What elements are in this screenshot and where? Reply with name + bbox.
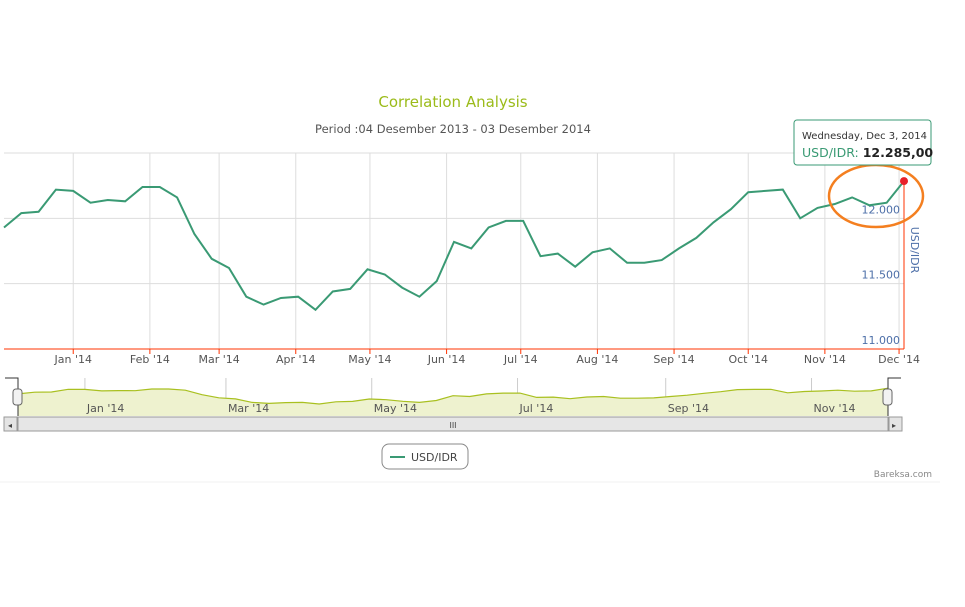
navigator-tick-label: Mar '14 bbox=[228, 402, 269, 415]
hover-point[interactable] bbox=[900, 177, 908, 186]
navigator-handle-right[interactable] bbox=[882, 388, 893, 406]
y-axis: 11.000 11.500 12.000 bbox=[862, 203, 901, 347]
x-tick-label: Jun '14 bbox=[427, 353, 466, 366]
y-tick-label: 11.500 bbox=[862, 269, 901, 282]
scrollbar-grip-icon: III bbox=[449, 421, 456, 430]
y-axis-title: USD/IDR bbox=[908, 227, 921, 274]
scroll-left-button[interactable] bbox=[3, 416, 18, 432]
navigator-handle-left[interactable] bbox=[12, 388, 23, 406]
x-tick-label: Dec '14 bbox=[878, 353, 920, 366]
scroll-right-arrow-icon: ▸ bbox=[892, 421, 896, 430]
navigator-tick-label: Nov '14 bbox=[814, 402, 856, 415]
x-tick-label: Nov '14 bbox=[804, 353, 846, 366]
x-tick-label: Mar '14 bbox=[198, 353, 239, 366]
scrollbar[interactable]: ◂ III ▸ bbox=[3, 416, 903, 432]
legend-label: USD/IDR bbox=[411, 451, 458, 464]
navigator-tick-label: Sep '14 bbox=[668, 402, 709, 415]
x-tick-label: Jan '14 bbox=[53, 353, 91, 366]
x-tick-label: Sep '14 bbox=[653, 353, 694, 366]
svg-text:USD/IDR: 12.285,00: USD/IDR: 12.285,00 bbox=[802, 145, 933, 160]
scroll-left-arrow-icon: ◂ bbox=[8, 421, 12, 430]
navigator[interactable]: Jan '14 Mar '14 May '14 Jul '14 Sep '14 Nov '… bbox=[5, 377, 901, 416]
navigator-tick-label: May '14 bbox=[374, 402, 417, 415]
x-tick-label: Oct '14 bbox=[728, 353, 768, 366]
navigator-tick-label: Jan '14 bbox=[86, 402, 124, 415]
scroll-right-button[interactable] bbox=[888, 416, 903, 432]
credits-link[interactable]: Bareksa.com bbox=[874, 470, 932, 480]
legend-item-usd-idr[interactable]: USD/IDR bbox=[381, 443, 469, 470]
tooltip-date: Wednesday, Dec 3, 2014 bbox=[802, 131, 927, 142]
tooltip: Wednesday, Dec 3, 2014 USD/IDR: 12.285,0… bbox=[793, 119, 933, 166]
navigator-area bbox=[18, 388, 888, 416]
navigator-line bbox=[17, 387, 889, 405]
y-tick-label: 12.000 bbox=[862, 203, 901, 216]
highlight-ellipse bbox=[827, 163, 925, 229]
tooltip-value: 12.285,00 bbox=[863, 145, 934, 160]
grid bbox=[4, 152, 904, 350]
navigator-tick-label: Jul '14 bbox=[519, 402, 554, 415]
series-line-usd-idr[interactable] bbox=[3, 180, 905, 312]
x-tick-label: Jul '14 bbox=[503, 353, 538, 366]
chart-title: Correlation Analysis bbox=[378, 93, 527, 111]
scrollbar-thumb[interactable] bbox=[17, 416, 889, 432]
x-tick-label: Aug '14 bbox=[576, 353, 618, 366]
x-tick-label: May '14 bbox=[348, 353, 391, 366]
x-tick-label: Apr '14 bbox=[276, 353, 316, 366]
x-axis: Jan '14 Feb '14 Mar '14 Apr '14 May '14 Jun '… bbox=[4, 348, 920, 366]
chart-subtitle: Period :04 Desember 2013 - 03 Desember 2… bbox=[315, 122, 591, 136]
x-tick-label: Feb '14 bbox=[130, 353, 170, 366]
tooltip-series: USD/IDR bbox=[802, 145, 855, 160]
y-tick-label: 11.000 bbox=[862, 334, 901, 347]
